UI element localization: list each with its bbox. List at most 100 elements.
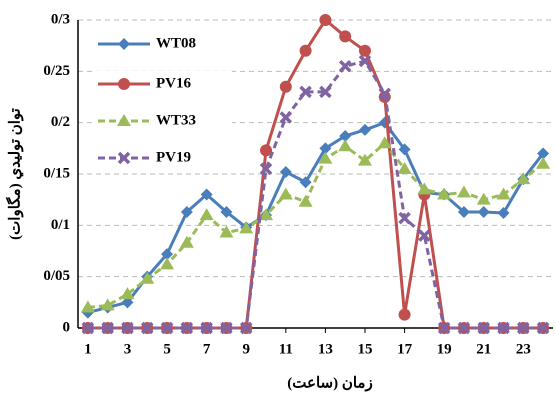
x-tick-label: 11 [279,341,293,357]
marker [200,321,213,335]
marker [358,123,371,136]
series-line [87,59,544,330]
marker [457,205,470,218]
y-tick-label: 0/25 [43,63,70,79]
x-tick-label: 21 [476,341,491,357]
marker [239,221,254,234]
marker [358,44,371,57]
marker [120,287,135,300]
marker [121,296,134,309]
x-tick-label: 19 [437,341,452,357]
marker [259,162,273,176]
marker [397,161,412,174]
marker [80,300,95,313]
marker [437,321,451,335]
marker [118,38,130,50]
marker [141,321,154,335]
marker [497,207,510,220]
marker [117,114,131,126]
x-tick-label: 15 [357,341,372,357]
y-tick-label: 0/15 [43,165,70,181]
marker [377,136,392,149]
marker [121,321,134,335]
y-tick-label: 0/2 [51,114,70,130]
marker [418,229,431,242]
marker [338,139,353,152]
marker [299,176,312,189]
marker [219,225,234,238]
marker [239,321,253,335]
marker [398,211,411,225]
marker [318,151,333,164]
x-tick-label: 3 [124,341,132,357]
marker [319,14,332,26]
marker [398,143,411,156]
marker [160,321,174,335]
marker [299,44,312,57]
legend-label: PV16 [156,75,191,91]
marker [100,298,115,311]
marker [220,205,233,218]
marker [81,321,95,335]
marker [278,187,293,200]
marker [180,205,193,218]
marker [456,185,471,198]
marker [299,85,312,99]
y-tick-label: 0/1 [51,217,70,233]
marker [200,188,213,201]
marker [180,321,194,335]
marker [140,271,155,284]
y-tick-label: 0 [63,319,71,335]
marker [259,208,274,221]
x-tick-label: 23 [516,341,531,357]
marker [279,80,292,93]
marker [516,172,531,185]
marker [417,182,432,195]
marker [101,321,114,335]
x-tick-label: 1 [84,341,92,357]
legend-label: WT08 [156,35,196,51]
marker [338,59,352,73]
marker [358,54,372,68]
marker [339,30,352,43]
x-tick-label: 17 [397,341,413,357]
marker [378,87,392,101]
marker [476,192,491,205]
marker [339,130,352,143]
marker [298,194,313,207]
marker [199,208,214,221]
marker [477,205,490,218]
legend-label: PV19 [156,149,191,165]
x-tick-label: 9 [242,341,250,357]
y-tick-label: 0/05 [43,268,70,284]
marker [118,78,130,90]
marker [319,85,332,99]
marker [477,321,490,335]
marker [319,142,332,155]
legend-label: WT33 [156,112,196,128]
marker [537,147,550,160]
marker [457,321,471,335]
marker [279,165,292,178]
marker [536,156,551,169]
y-axis-title: توان توليدي (مگاوات) [5,108,24,240]
marker [398,308,411,321]
marker [179,235,194,248]
marker [279,111,293,124]
marker [160,257,175,270]
x-axis-title: زمان (ساعت) [287,375,372,391]
marker [497,321,510,335]
x-tick-label: 7 [203,341,211,357]
marker [357,153,372,166]
y-tick-label: 0/3 [51,11,70,27]
marker [260,144,273,157]
marker [117,151,131,165]
marker [161,248,174,261]
marker [437,187,452,200]
marker [496,187,511,200]
x-tick-label: 5 [163,341,171,357]
marker [536,321,550,335]
x-tick-label: 13 [318,341,333,357]
marker [517,321,530,335]
